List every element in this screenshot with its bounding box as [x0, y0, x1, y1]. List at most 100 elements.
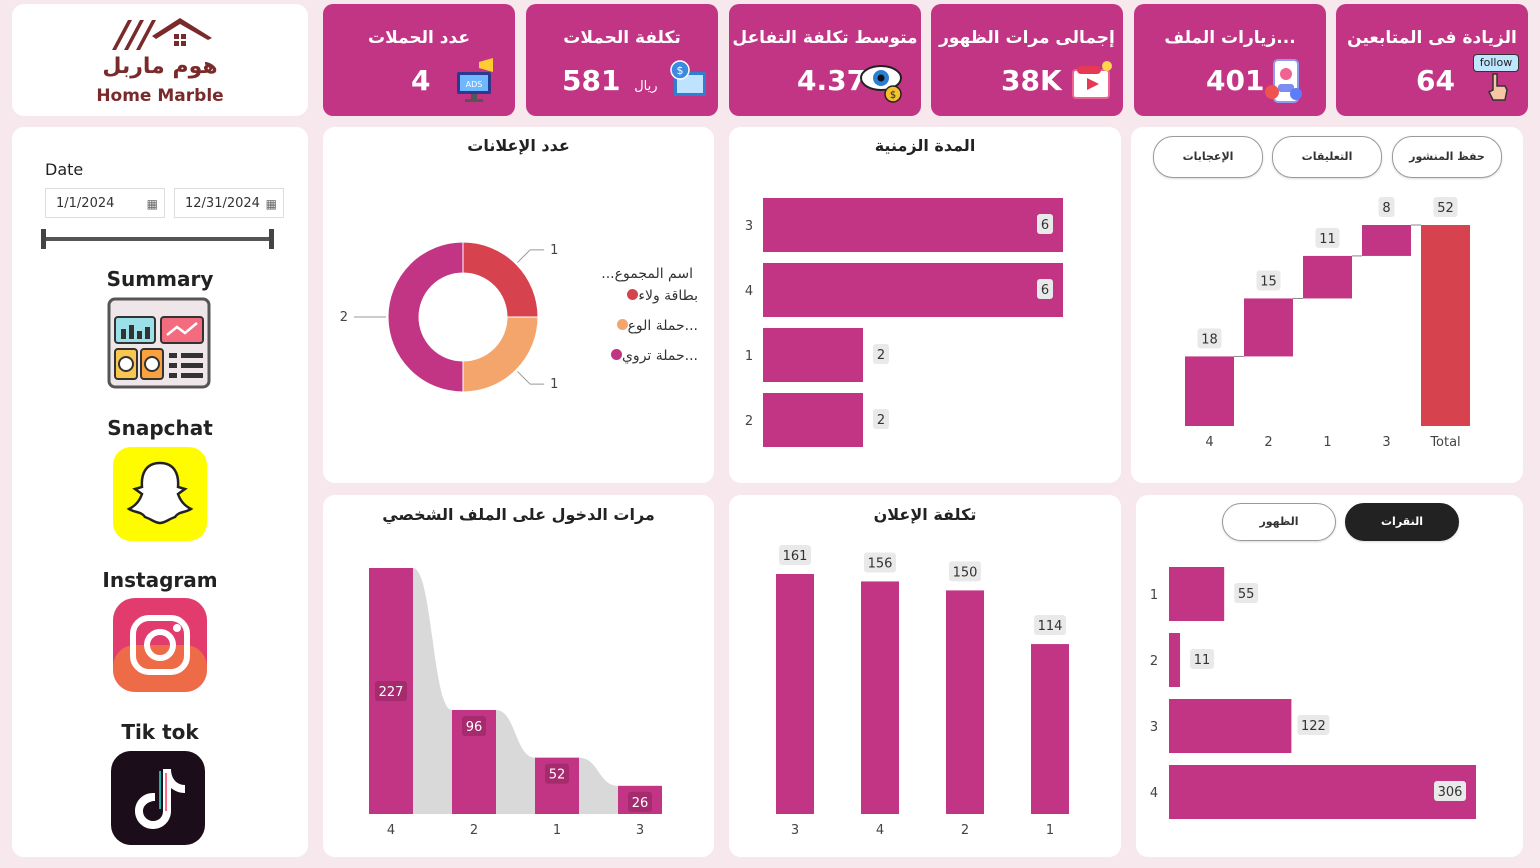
start-date-input[interactable]: 1/1/2024 ▦: [45, 188, 165, 218]
kpi-value: 4.37: [797, 64, 867, 97]
legend-item[interactable]: ...حملة تروي: [588, 348, 698, 378]
engagement-toggle-button[interactable]: الإعجابات: [1153, 136, 1263, 178]
clicks-bar[interactable]: [1169, 567, 1225, 621]
waterfall-data-label: 11: [1319, 232, 1336, 247]
waterfall-category-label: 2: [1264, 435, 1272, 450]
ad-cost-data-label-bg: [1034, 615, 1066, 636]
svg-text:$: $: [890, 90, 896, 101]
profile-visits-title: مرات الدخول على الملف الشخصي: [382, 505, 655, 524]
legend-label: ...حملة تروي: [621, 348, 698, 364]
donut-data-label: 2: [340, 310, 348, 325]
ad-cost-data-label-bg: [949, 561, 981, 582]
duration-data-label: 2: [877, 348, 885, 363]
clicks-bar[interactable]: [1169, 633, 1181, 687]
nav-label-summary[interactable]: Summary: [106, 267, 214, 291]
ad-cost-data-label-bg: [864, 552, 896, 573]
kpi-value: 38K: [1001, 64, 1062, 97]
duration-data-label: 6: [1041, 283, 1049, 298]
end-date-input[interactable]: 12/31/2024 ▦: [174, 188, 284, 218]
waterfall-bar[interactable]: [1244, 298, 1293, 357]
ad-cost-bar[interactable]: [776, 574, 814, 814]
duration-bar[interactable]: [763, 263, 1063, 317]
profile-visits-data-label-bg: [628, 791, 652, 812]
profile-visits-chart: 227 4 96 2 52 1 26 3: [369, 568, 662, 838]
legend-item[interactable]: بطاقة ولاء: [588, 288, 698, 318]
duration-category-label: 1: [745, 349, 753, 364]
duration-bar[interactable]: [763, 198, 1063, 252]
snapchat-icon[interactable]: [113, 447, 207, 541]
waterfall-data-label: 15: [1260, 274, 1277, 289]
logo-card: هوم ماربل Home Marble: [12, 4, 308, 116]
clicks-toggle-button[interactable]: النقرات: [1345, 503, 1459, 541]
engagement-toggle-button[interactable]: حفظ المنشور: [1392, 136, 1502, 178]
waterfall-data-label-bg: [1378, 197, 1395, 217]
profile-visits-data-label: 26: [632, 796, 649, 811]
duration-bar[interactable]: [763, 328, 863, 382]
kpi-value: ريال 581: [562, 64, 658, 97]
kpi-value: 64: [1416, 64, 1455, 97]
profile-visits-data-label-bg: [545, 763, 569, 784]
legend-dot: [627, 289, 639, 300]
ad-cost-bar[interactable]: [946, 590, 984, 814]
waterfall-total-bar[interactable]: [1421, 225, 1470, 426]
nav-label-instagram[interactable]: Instagram: [102, 568, 218, 592]
ad-cost-data-label: 150: [953, 565, 978, 580]
profile-visits-category-label: 1: [553, 823, 561, 838]
date-slider-track[interactable]: [44, 237, 274, 241]
donut-slice[interactable]: [387, 241, 464, 393]
ad-cost-bar[interactable]: [861, 581, 899, 814]
duration-bar[interactable]: [763, 393, 863, 447]
donut-legend: بطاقة ولاء ...حملة الوع ...حملة تروي: [588, 288, 698, 378]
donut-leader-line: [517, 371, 545, 385]
legend-item[interactable]: ...حملة الوع: [588, 318, 698, 348]
legend-label: ...حملة الوع: [627, 318, 698, 334]
date-slider-start-handle[interactable]: [41, 229, 46, 249]
nav-label-tiktok[interactable]: Tik tok: [121, 720, 199, 744]
duration-bar-chart: 3 6 4 6 1 2 2 2: [745, 198, 1063, 447]
ad-cost-category-label: 1: [1046, 823, 1054, 838]
duration-category-label: 2: [745, 414, 753, 429]
instagram-icon[interactable]: [113, 598, 207, 692]
clicks-data-label: 55: [1238, 587, 1255, 602]
clicks-category-label: 1: [1150, 588, 1158, 603]
waterfall-bar[interactable]: [1185, 356, 1234, 426]
duration-data-label-bg: [873, 409, 889, 429]
kpi-title: الزيادة فى المتابعين: [1347, 28, 1517, 48]
svg-text:ADS: ADS: [466, 80, 483, 89]
engagement-toggle-button[interactable]: التعليقات: [1272, 136, 1382, 178]
dashboard-icon[interactable]: [107, 297, 211, 389]
clicks-data-label-bg: [1190, 649, 1215, 669]
ad-cost-title: تكلفة الإعلان: [873, 505, 977, 524]
calendar-icon[interactable]: ▦: [146, 197, 158, 211]
donut-data-label: 1: [550, 377, 558, 392]
clicks-toggle-button[interactable]: الظهور: [1222, 503, 1336, 541]
duration-data-label: 2: [877, 413, 885, 428]
duration-data-label-bg: [1037, 214, 1053, 234]
profile-visits-data-label-bg: [462, 715, 486, 736]
clicks-data-label-bg: [1297, 715, 1330, 735]
ad-cost-data-label: 114: [1038, 619, 1063, 634]
clicks-data-label: 122: [1301, 719, 1326, 734]
profile-visits-data-label: 52: [549, 768, 566, 783]
duration-data-label-bg: [873, 344, 889, 364]
donut-leader-line: [517, 249, 545, 263]
calendar-icon[interactable]: ▦: [265, 197, 277, 211]
waterfall-data-label-bg: [1256, 270, 1281, 291]
kpi-follower-growth: الزيادة فى المتابعين 64 follow: [1336, 4, 1528, 116]
profile-visits-category-label: 3: [636, 823, 644, 838]
ad-cost-data-label-bg: [779, 545, 811, 565]
date-slider-end-handle[interactable]: [269, 229, 274, 249]
waterfall-bar[interactable]: [1303, 255, 1352, 299]
kpi-campaign-cost: تكلفة الحملات ريال 581 $: [526, 4, 718, 116]
clicks-bar[interactable]: [1169, 765, 1476, 819]
clicks-bar-chart: 1 55 2 11 3 122 4 306: [1150, 567, 1476, 819]
waterfall-bar[interactable]: [1362, 225, 1411, 256]
ads-count-title: عدد الإعلانات: [467, 136, 570, 155]
tiktok-icon[interactable]: [111, 751, 205, 845]
profile-phone-icon: [1265, 59, 1302, 103]
nav-label-snapchat[interactable]: Snapchat: [107, 416, 213, 440]
ad-cost-bar[interactable]: [1031, 644, 1069, 814]
ad-cost-data-label: 161: [783, 549, 808, 564]
waterfall-data-label: 8: [1382, 201, 1390, 216]
clicks-bar[interactable]: [1169, 699, 1292, 753]
